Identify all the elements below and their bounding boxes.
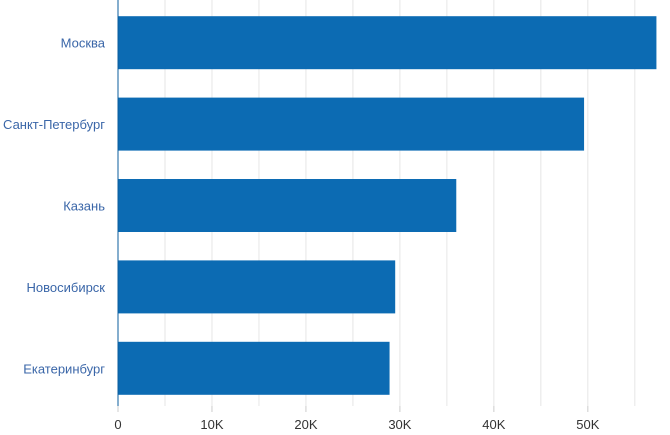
bar-2[interactable] — [118, 179, 457, 232]
bar-0[interactable] — [118, 16, 657, 70]
category-label: Санкт-Петербург — [3, 117, 105, 132]
x-tick-label: 0 — [114, 417, 121, 432]
x-axis-ticks: 0 10K 20K 30K 40K 50K — [114, 406, 600, 432]
bar-1[interactable] — [118, 97, 585, 151]
bars — [118, 16, 657, 395]
x-tick-label: 40K — [482, 417, 505, 432]
x-tick-label: 20K — [294, 417, 317, 432]
category-label: Новосибирск — [27, 280, 106, 295]
bar-3[interactable] — [118, 260, 396, 314]
x-tick-label: 10K — [200, 417, 223, 432]
x-tick-label: 50K — [576, 417, 599, 432]
x-tick-label: 30K — [388, 417, 411, 432]
y-axis-categories: Москва Санкт-Петербург Казань Новосибирск Ек… — [3, 36, 106, 377]
category-label: Москва — [61, 36, 106, 51]
category-label: Казань — [63, 199, 105, 214]
bar-4[interactable] — [118, 341, 390, 395]
category-label: Екатеринбург — [23, 361, 105, 376]
